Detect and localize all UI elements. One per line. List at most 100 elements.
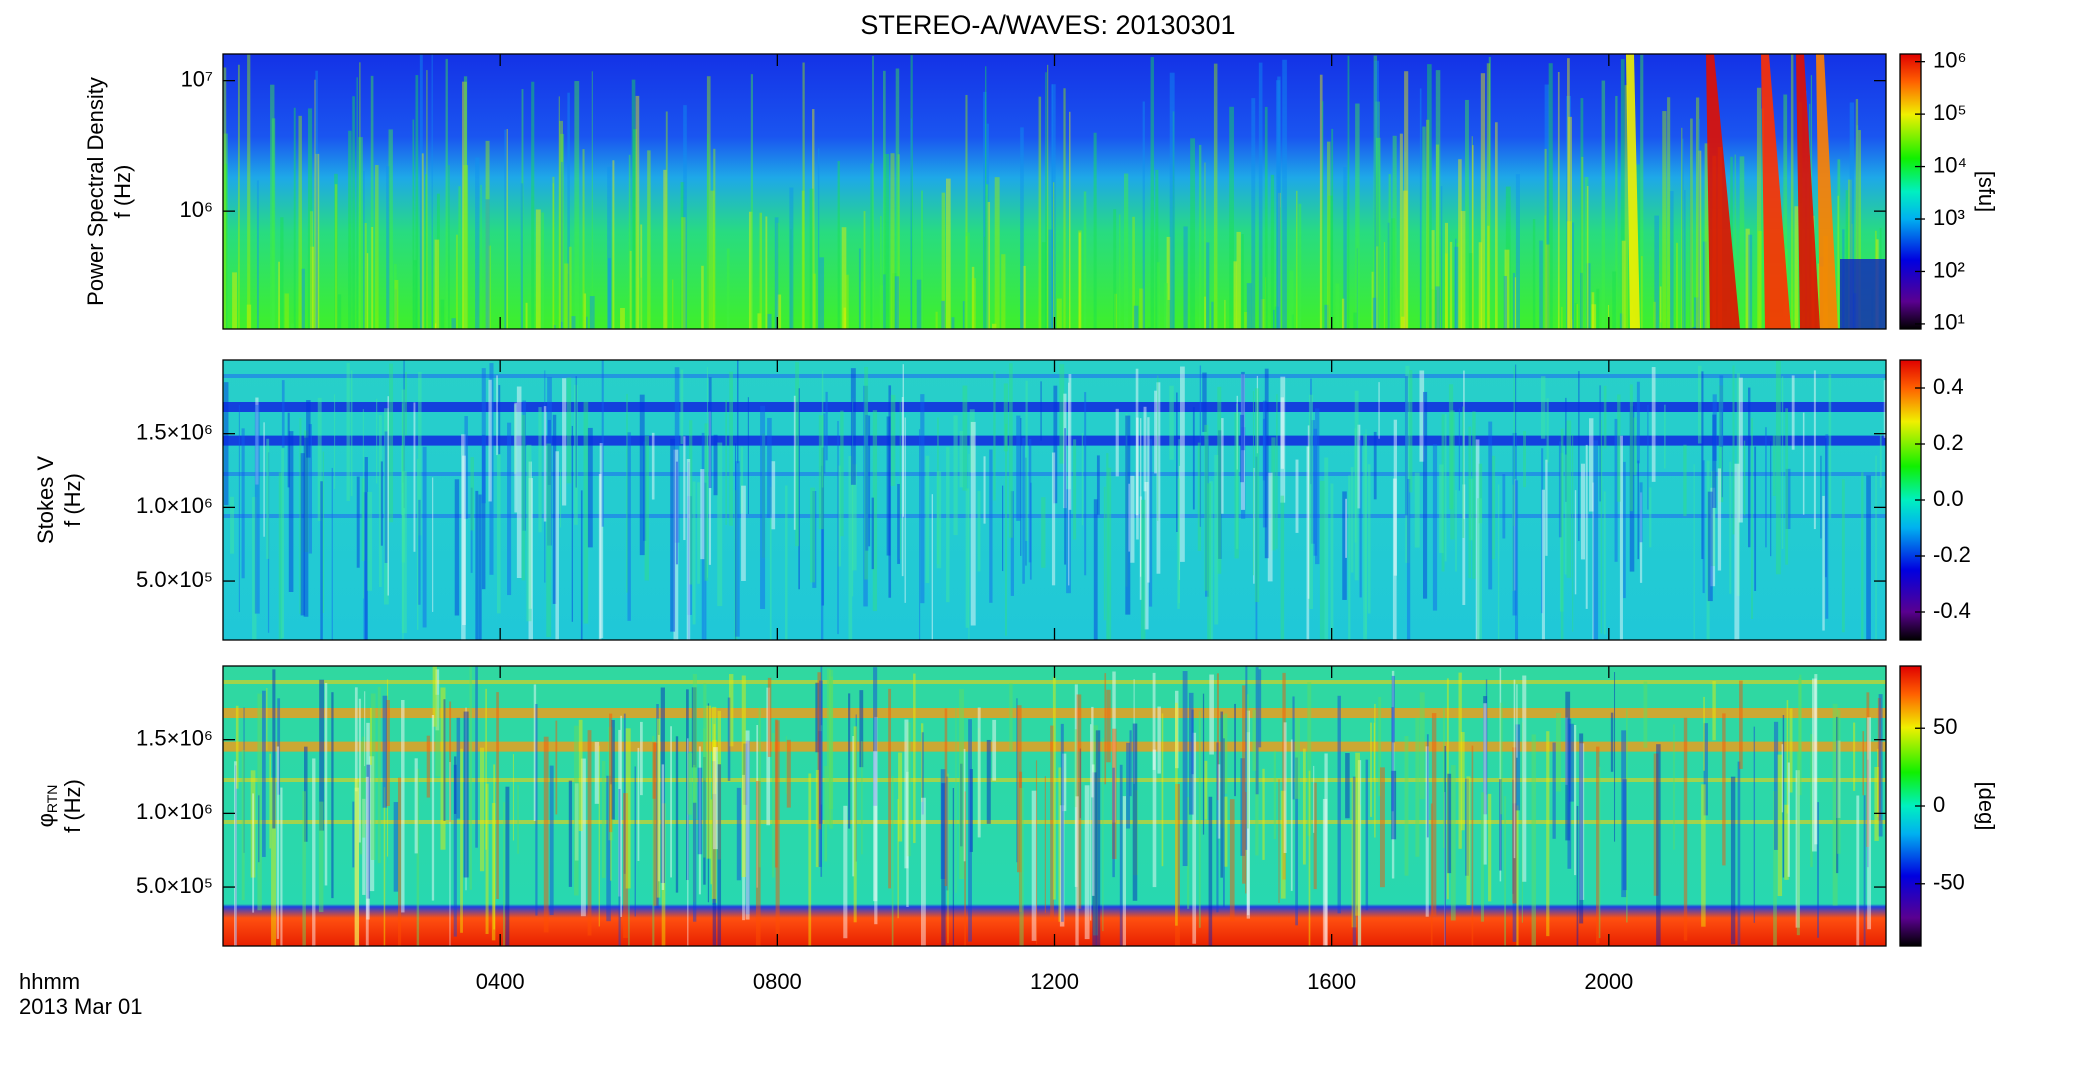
spectrogram-texture [879, 285, 884, 329]
spectrogram-texture [1866, 475, 1871, 640]
colorbar-tick-label: 10³ [1933, 205, 1965, 230]
spectrogram-texture [1732, 365, 1735, 535]
spectrogram-texture [1502, 474, 1506, 539]
spectrogram-texture [257, 693, 262, 911]
spectrogram-texture [920, 797, 926, 946]
spectrogram-texture [1331, 128, 1334, 329]
spectrogram-texture [1041, 497, 1046, 568]
spectrogram-texture [1546, 731, 1550, 937]
spectrogram-texture [1475, 439, 1480, 640]
spectrogram-texture [681, 217, 686, 329]
spectrogram-texture [1221, 418, 1224, 514]
spectrogram-texture [388, 129, 393, 329]
spectrogram-texture [640, 721, 643, 796]
spectrogram-texture [1592, 482, 1595, 640]
spectrogram-texture [623, 793, 629, 938]
spectrogram-band [223, 514, 1886, 518]
spectrogram-texture [1639, 482, 1643, 543]
colorbar-tick-label: 0.4 [1933, 374, 1964, 399]
colorbar-tick-label: -0.2 [1933, 542, 1971, 567]
spectrogram-band [223, 374, 1886, 378]
spectrogram-texture [1264, 368, 1269, 559]
spectrogram-texture [458, 186, 461, 329]
spectrogram-texture [1431, 289, 1434, 329]
spectrogram-texture [1093, 499, 1098, 640]
spectrogram-texture [955, 706, 957, 894]
spectrogram-texture [984, 66, 987, 329]
spectrogram-texture [1187, 797, 1190, 909]
spectrogram-texture [920, 394, 925, 604]
spectrogram-texture [1712, 394, 1717, 461]
spectrogram-texture [580, 758, 586, 917]
spectrogram-texture [1775, 360, 1781, 575]
spectrogram-texture [1743, 440, 1746, 516]
spectrogram-texture [971, 278, 976, 329]
spectrogram-texture [496, 692, 499, 900]
spectrogram-texture [610, 784, 612, 881]
spectrogram-texture [1654, 215, 1660, 329]
spectrogram-texture [1811, 678, 1817, 852]
y-tick-label: 10⁷ [181, 66, 213, 91]
spectrogram-texture [1177, 478, 1180, 609]
spectrogram-texture [1045, 72, 1047, 329]
spectrogram-texture [1373, 431, 1377, 500]
spectrogram-texture [278, 261, 280, 329]
spectrogram-texture [1240, 758, 1245, 856]
spectrogram-texture [1837, 195, 1840, 329]
spectrogram-texture [1548, 63, 1553, 329]
spectrogram-texture [1084, 392, 1087, 576]
colorbar-tick-label: 50 [1933, 714, 1957, 739]
spectrogram-texture [1058, 767, 1062, 922]
spectrogram-texture [1337, 695, 1341, 914]
x-axis-label: 2013 Mar 01 [19, 994, 143, 1019]
spectrogram-texture [1471, 745, 1474, 946]
colorbar-tick-label: 0.0 [1933, 486, 1964, 511]
spectrogram-texture [1244, 312, 1248, 329]
spectrogram-texture [670, 438, 676, 632]
spectrogram-texture [449, 762, 451, 946]
spectrogram-texture [1112, 671, 1116, 823]
spectrogram-texture [252, 497, 257, 640]
spectrogram-texture [706, 76, 711, 329]
spectrogram-texture [1198, 144, 1202, 329]
spectrogram-texture [1770, 441, 1772, 557]
spectrogram-texture [969, 409, 975, 473]
spectrogram-texture [1695, 97, 1700, 329]
spectrogram-texture [861, 281, 864, 329]
spectrogram-texture [910, 55, 913, 329]
spectrogram-texture [461, 434, 466, 640]
spectrogram-texture [1295, 459, 1299, 533]
spectrogram-texture [1758, 231, 1762, 329]
spectrogram-texture [370, 75, 374, 329]
spectrogram-texture [1156, 382, 1161, 574]
spectrogram-texture [745, 740, 750, 915]
spectrogram-texture [364, 457, 368, 640]
spectrogram-texture [725, 400, 727, 525]
spectrogram-texture [319, 679, 325, 831]
spectrogram-texture [1624, 85, 1629, 329]
spectrogram-texture [1282, 672, 1286, 880]
spectrogram-texture [767, 417, 772, 518]
spectrogram-texture [852, 736, 855, 877]
spectrogram-texture [1147, 327, 1151, 329]
spectrogram-texture [1789, 708, 1793, 793]
spectrogram-texture [815, 682, 820, 753]
spectrogram-texture [1224, 713, 1228, 794]
spectrogram-texture [817, 672, 822, 830]
spectrogram-texture [1246, 694, 1249, 829]
spectrogram-texture [1253, 467, 1255, 584]
spectrogram-texture [1825, 434, 1829, 619]
spectrogram-texture [758, 707, 761, 868]
spectrogram-texture [272, 669, 276, 829]
spectrogram-texture [478, 494, 482, 640]
spectrogram-texture [713, 724, 716, 794]
spectrogram-texture [1619, 435, 1623, 640]
spectrogram-texture [352, 801, 355, 868]
spectrogram-texture [812, 490, 817, 588]
spectrogram-texture [1112, 728, 1117, 859]
spectrogram-texture [937, 417, 939, 565]
spectrogram-texture [1280, 495, 1285, 640]
spectrogram-texture [481, 368, 486, 504]
spectrogram-texture [1867, 759, 1869, 868]
spectrogram-texture [1877, 698, 1881, 821]
